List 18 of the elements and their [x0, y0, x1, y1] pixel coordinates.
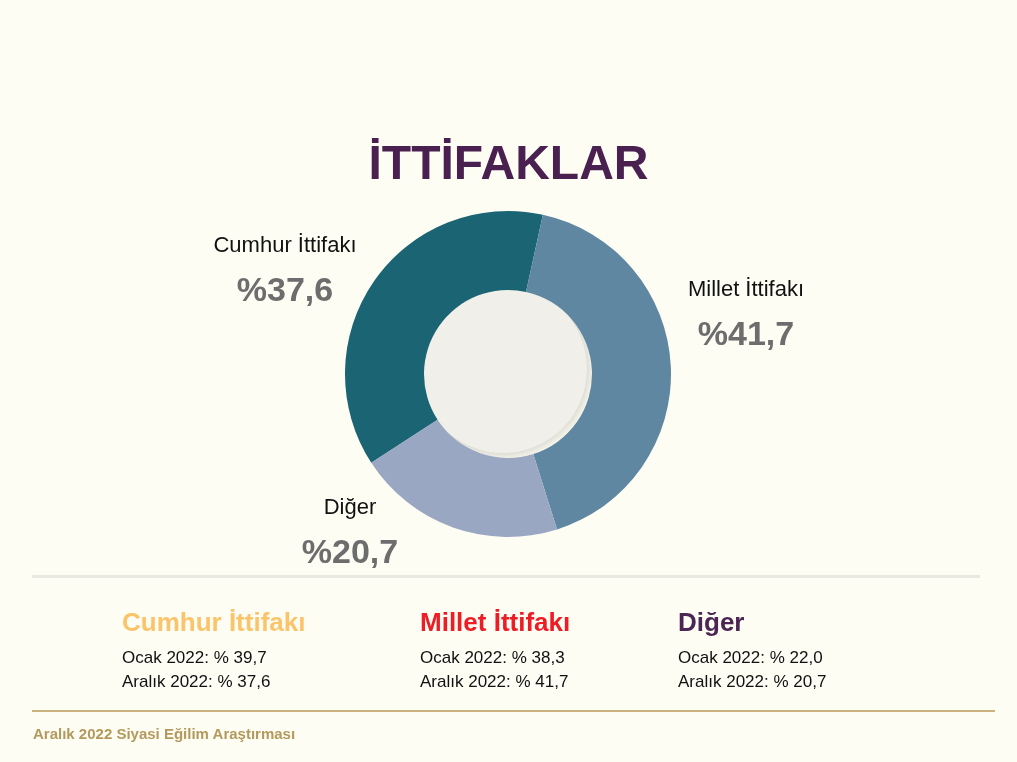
chart-title: İTTİFAKLAR — [367, 135, 650, 191]
text: Ocak 2022: % 39,7 — [122, 647, 268, 669]
data-label: %41,7 — [697, 314, 795, 352]
text: Cumhur İttifakı — [122, 606, 306, 639]
slice-label: Cumhur İttifakı — [213, 231, 357, 257]
slice-label: Diğer — [323, 493, 377, 519]
text: Millet İttifakı — [420, 606, 571, 639]
text: Diğer — [678, 606, 746, 639]
text: Aralık 2022 Siyasi Eğilim Araştırması — [33, 724, 296, 744]
donut-slice — [525, 214, 671, 530]
text: Aralık 2022: % 37,6 — [122, 671, 272, 693]
data-label: %37,6 — [236, 270, 334, 308]
text: Ocak 2022: % 38,3 — [420, 647, 566, 669]
text: Aralık 2022: % 41,7 — [420, 671, 570, 693]
data-label: %20,7 — [301, 532, 399, 570]
text: Ocak 2022: % 22,0 — [678, 647, 824, 669]
text: Aralık 2022: % 20,7 — [678, 671, 827, 693]
slice-label: Millet İttifakı — [687, 275, 805, 301]
